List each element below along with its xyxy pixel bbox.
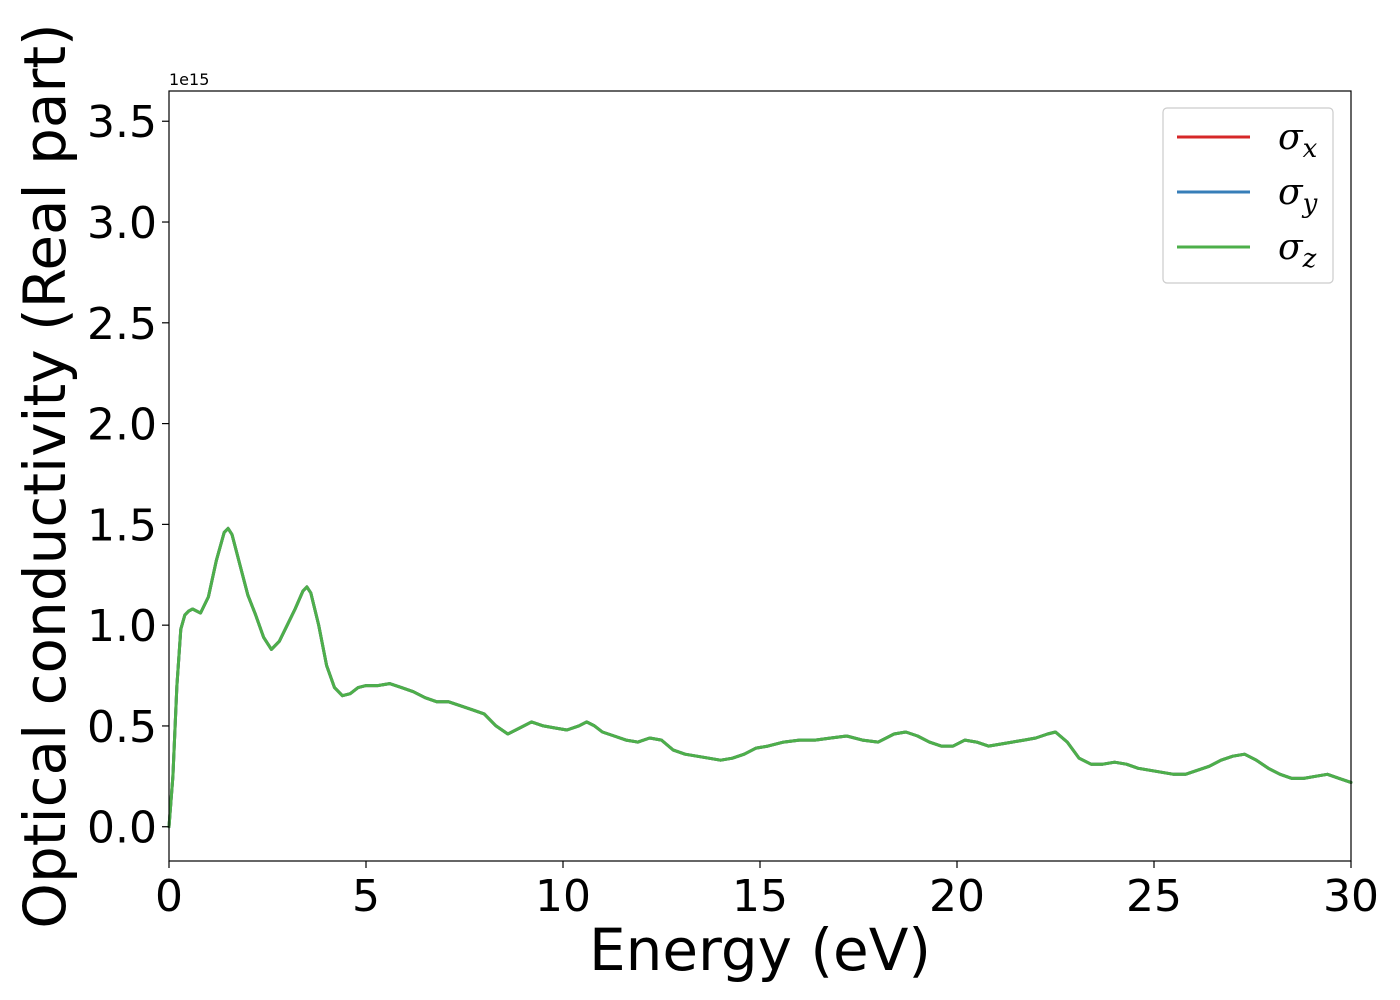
y-tick-label: 1.0: [87, 601, 157, 652]
legend-label-x: σx: [1278, 117, 1318, 164]
legend-box: [1162, 107, 1334, 284]
x-tick-label: 5: [352, 871, 380, 922]
y-axis-label: Optical conductivity (Real part): [11, 23, 79, 928]
y-tick-label: 3.0: [87, 198, 157, 249]
x-tick-label: 20: [929, 871, 985, 922]
y-tick-label: 2.5: [87, 299, 157, 350]
x-axis: 0 5 10 15 20 25 30: [155, 861, 1379, 922]
y-tick-label: 3.5: [87, 97, 157, 148]
legend-label-z: σz: [1278, 227, 1317, 274]
x-tick-label: 10: [535, 871, 591, 922]
y-offset-label: 1e15: [169, 70, 209, 89]
y-tick-label: 0.5: [87, 702, 157, 753]
legend-label-y: σy: [1278, 172, 1318, 219]
x-tick-label: 30: [1323, 871, 1379, 922]
y-tick-label: 0.0: [87, 803, 157, 854]
series-line-z: [167, 526, 1353, 829]
legend: σx σy σz: [1162, 107, 1334, 284]
series-layer: [167, 526, 1353, 829]
x-tick-label: 25: [1126, 871, 1182, 922]
x-tick-label: 0: [155, 871, 183, 922]
y-tick-label: 1.5: [87, 500, 157, 551]
x-axis-label: Energy (eV): [589, 916, 931, 984]
y-tick-label: 2.0: [87, 400, 157, 451]
y-axis: 0.0 0.5 1.0 1.5 2.0 2.5 3.0 3.5: [87, 97, 169, 854]
x-tick-label: 15: [732, 871, 788, 922]
